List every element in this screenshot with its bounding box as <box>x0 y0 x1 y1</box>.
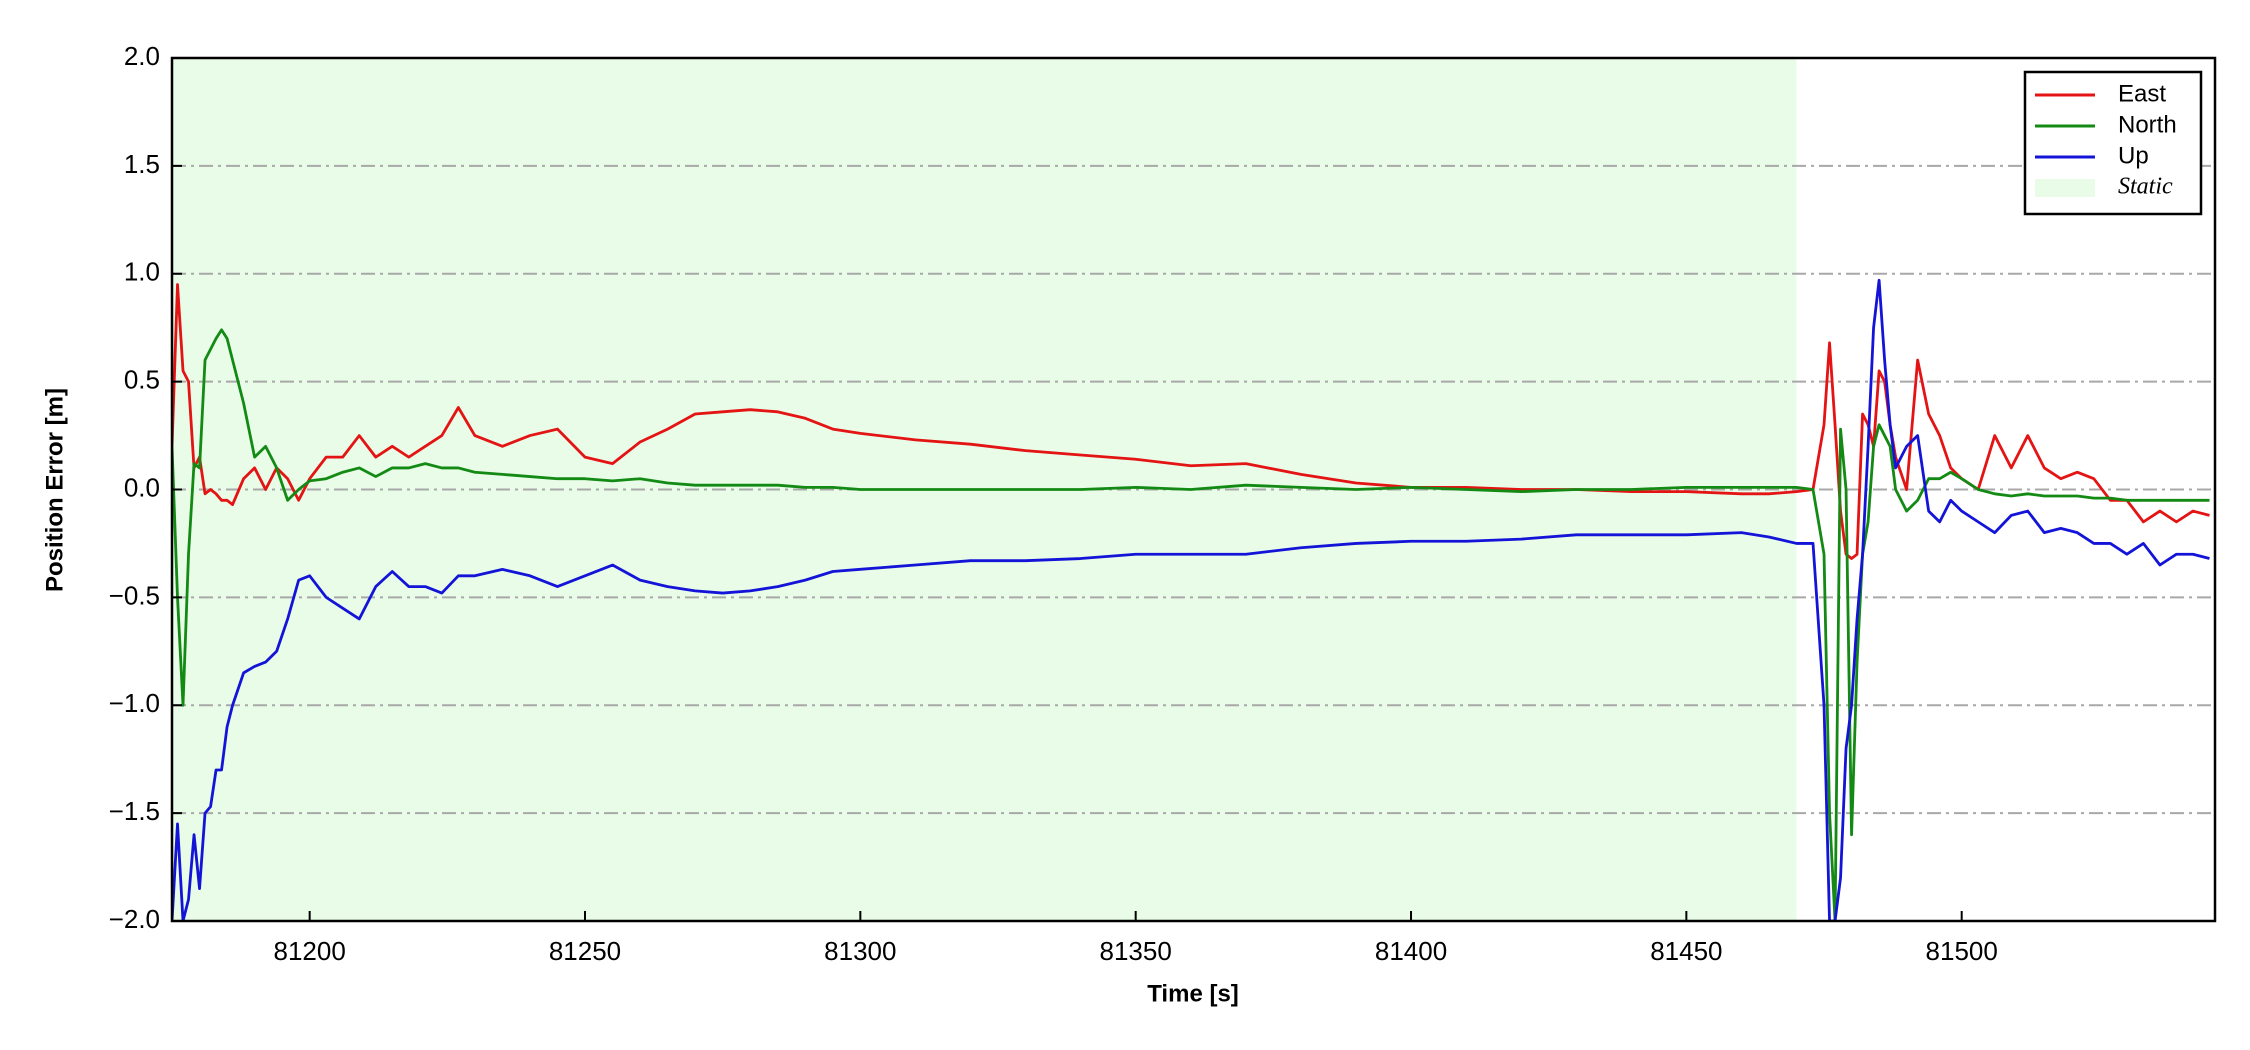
y-tick-label: −0.5 <box>109 580 160 610</box>
y-axis-label: Position Error [m] <box>41 388 68 592</box>
x-tick-label: 81450 <box>1650 936 1722 966</box>
x-tick-label: 81200 <box>274 936 346 966</box>
legend-swatch <box>2035 179 2095 197</box>
plot-lines <box>172 278 2210 921</box>
series-line <box>172 283 2210 560</box>
legend-label: Up <box>2118 142 2149 169</box>
ticks: −2.0 −1.5 −1.0 −0.5 0.0 0.5 1.0 1.5 2.0 81200 8125… <box>109 41 1998 966</box>
legend-label: North <box>2118 111 2177 138</box>
y-tick-label: 2.0 <box>124 41 160 71</box>
x-tick-label: 81500 <box>1926 936 1998 966</box>
x-axis-label: Time [s] <box>1147 980 1239 1007</box>
x-tick-label: 81300 <box>824 936 896 966</box>
y-tick-label: −1.5 <box>109 796 160 826</box>
legend-label: East <box>2118 80 2166 107</box>
grid <box>172 164 2215 815</box>
series-line <box>172 278 2210 921</box>
x-tick-label: 81400 <box>1375 936 1447 966</box>
legend-label: Static <box>2118 174 2173 200</box>
y-tick-label: 0.5 <box>124 365 160 395</box>
y-tick-label: 0.0 <box>124 472 160 502</box>
y-tick-label: −1.0 <box>109 688 160 718</box>
y-tick-label: 1.0 <box>124 257 160 287</box>
x-tick-label: 81250 <box>549 936 621 966</box>
y-tick-label: −2.0 <box>109 904 160 934</box>
x-tick-label: 81350 <box>1100 936 1172 966</box>
series-line <box>172 328 2210 921</box>
legend: East North Up Static <box>2023 70 2203 216</box>
y-tick-label: 1.5 <box>124 149 160 179</box>
